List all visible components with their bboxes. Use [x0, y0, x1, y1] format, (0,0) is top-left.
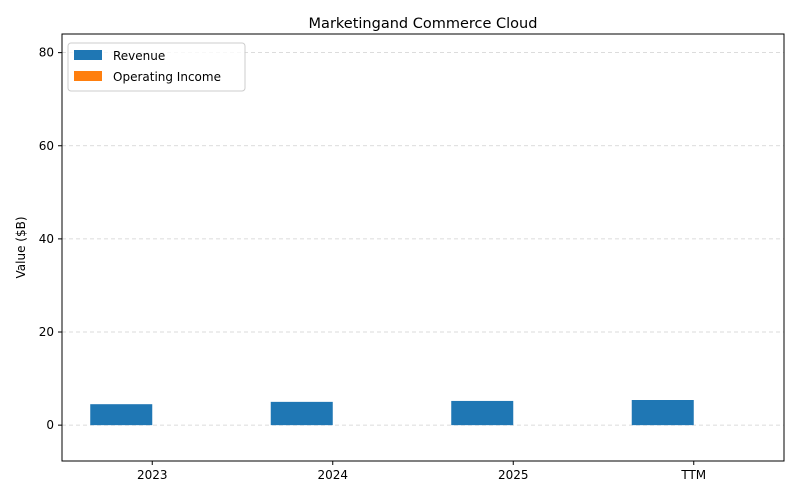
y-axis: 0 20 40 60 80: [39, 46, 62, 432]
legend-box: [67, 42, 246, 92]
legend-label: Revenue: [113, 49, 165, 63]
y-tick-label: 40: [39, 232, 54, 246]
y-tick-label: 0: [46, 418, 54, 432]
y-tick-label: 60: [39, 139, 54, 153]
legend: Revenue Operating Income: [67, 42, 246, 92]
legend-label: Operating Income: [113, 70, 221, 84]
legend-swatch: [74, 50, 102, 60]
bar-revenue: [451, 400, 514, 426]
plot-frame: [61, 33, 785, 462]
chart-title: Marketingand Commerce Cloud: [309, 16, 538, 32]
x-tick-label: 2025: [498, 468, 529, 482]
x-tick-label: 2024: [317, 468, 348, 482]
x-tick-label: TTM: [680, 468, 706, 482]
x-axis: 2023 2024 2025 TTM: [137, 461, 706, 482]
x-tick-label: 2023: [137, 468, 168, 482]
bar-revenue: [631, 400, 694, 426]
y-axis-label: Value ($B): [14, 217, 28, 279]
y-tick-label: 20: [39, 325, 54, 339]
bar-revenue: [270, 401, 333, 426]
bar-revenue: [90, 404, 153, 426]
y-tick-label: 80: [39, 46, 54, 60]
bars: [90, 400, 694, 426]
legend-swatch: [74, 71, 102, 81]
